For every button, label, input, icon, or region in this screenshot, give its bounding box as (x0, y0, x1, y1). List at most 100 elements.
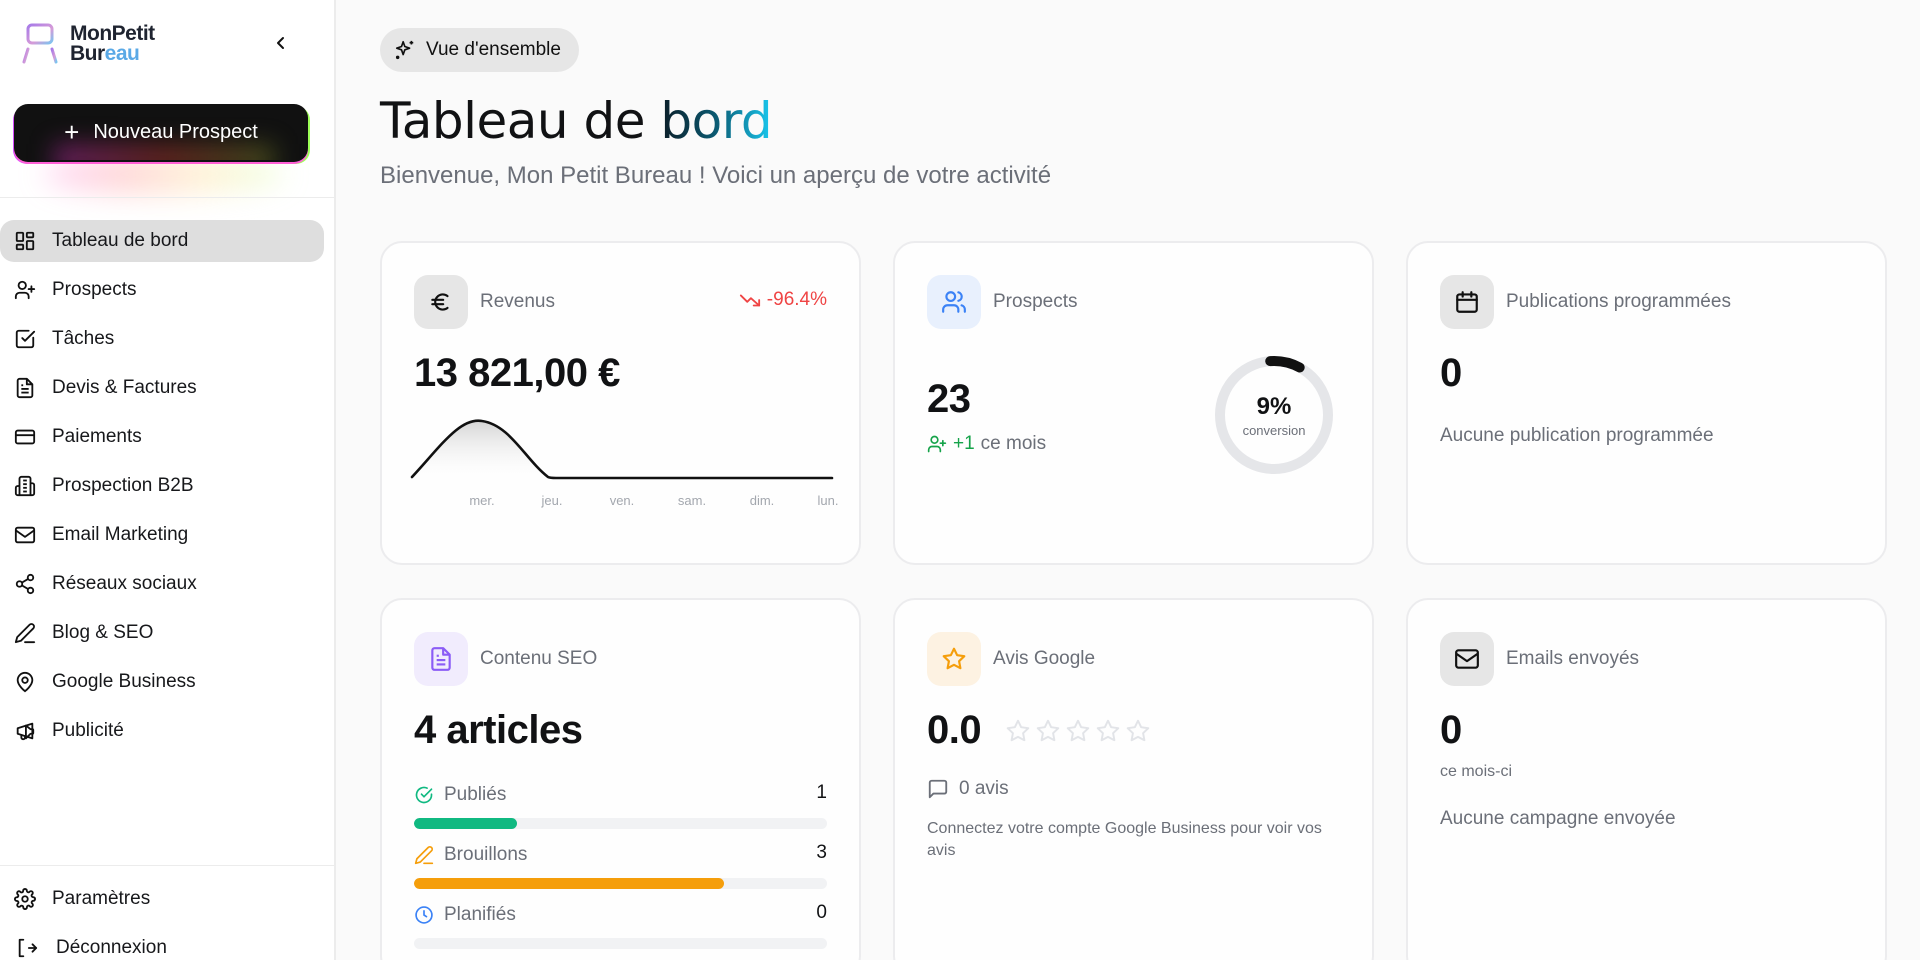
page-subtitle: Bienvenue, Mon Petit Bureau ! Voici un a… (380, 162, 1052, 189)
brand-name: MonPetit Bureau (70, 22, 155, 65)
pen-icon (414, 846, 434, 865)
revenue-sparkline-chart[interactable]: mer. jeu. ven. sam. dim. lun. (410, 419, 840, 519)
connect-note: Connectez votre compte Google Business p… (927, 820, 1322, 859)
sidebar-item-advertising[interactable]: Publicité (0, 710, 324, 752)
delta-value: +1 (953, 433, 975, 454)
progress-ring-icon (1215, 356, 1333, 474)
bar-label: Publiés (414, 782, 827, 808)
empty-state-text: Aucune campagne envoyée (1440, 808, 1676, 829)
star-empty-icon (1036, 719, 1060, 742)
sidebar-bottom-divider (0, 865, 334, 866)
overview-chip-label: Vue d'ensemble (426, 39, 561, 60)
star-empty-icon (1096, 719, 1120, 742)
chart-day-label: mer. (469, 493, 494, 508)
sidebar-item-dashboard[interactable]: Tableau de bord (0, 220, 324, 262)
chart-day-label: sam. (678, 493, 706, 508)
collapse-sidebar-button[interactable] (268, 30, 294, 56)
chart-day-label: lun. (818, 493, 839, 508)
card-title: Contenu SEO (480, 648, 598, 669)
sidebar-item-prospects[interactable]: Prospects (0, 269, 324, 311)
sidebar-item-label: Déconnexion (56, 937, 167, 958)
seo-row-published: Publiés 1 (414, 782, 827, 829)
sidebar-item-blog-seo[interactable]: Blog & SEO (0, 612, 324, 654)
calendar-icon (1456, 291, 1478, 313)
sidebar-item-label: Publicité (52, 720, 124, 741)
sidebar-item-b2b-prospecting[interactable]: Prospection B2B (0, 465, 324, 507)
file-text-icon (431, 647, 451, 671)
prospects-card[interactable]: Prospects 23 +1 ce mois 9% conversion (893, 241, 1374, 565)
sidebar-item-settings[interactable]: Paramètres (0, 878, 324, 920)
brand-line2b: eau (104, 42, 140, 65)
reviews-count-row: 0 avis (927, 778, 1009, 800)
delta-suffix: ce mois (980, 433, 1047, 454)
card-title: Avis Google (993, 648, 1096, 669)
sidebar-bottom-nav: Paramètres Déconnexion (0, 878, 334, 960)
sidebar-item-email-marketing[interactable]: Email Marketing (0, 514, 324, 556)
emails-sent-card[interactable]: Emails envoyés 0 ce mois-ci Aucune campa… (1406, 598, 1887, 960)
sidebar-item-label: Blog & SEO (52, 622, 154, 643)
conversion-ring: 9% conversion (1212, 353, 1336, 477)
sidebar-item-social-networks[interactable]: Réseaux sociaux (0, 563, 324, 605)
star-empty-icon (1066, 719, 1090, 742)
sidebar-item-payments[interactable]: Paiements (0, 416, 324, 458)
page-title: Tableau de bord (380, 92, 773, 150)
brand-line1: MonPetit (70, 22, 155, 45)
seo-content-card[interactable]: Contenu SEO 4 articles Publiés 1 Brouill… (380, 598, 861, 960)
progress-fill (414, 878, 724, 889)
brand-line2a: Bur (70, 42, 105, 65)
card-header: Avis Google (927, 632, 1095, 686)
chart-day-label: jeu. (541, 493, 563, 508)
sidebar-item-label: Réseaux sociaux (52, 573, 197, 594)
card-icon-box (927, 275, 981, 329)
row-count: 3 (816, 842, 827, 863)
clock-icon (415, 906, 433, 924)
bar-label: Planifiés (414, 902, 827, 928)
sidebar-item-google-business[interactable]: Google Business (0, 661, 324, 703)
mail-icon (1455, 649, 1479, 669)
card-icon-box (1440, 275, 1494, 329)
sidebar-divider (0, 197, 334, 198)
emails-period: ce mois-ci (1440, 763, 1513, 780)
card-icon-box (927, 632, 981, 686)
sidebar-item-label: Paramètres (52, 888, 151, 909)
card-title: Emails envoyés (1506, 648, 1640, 669)
revenue-card[interactable]: Revenus -96.4% 13 821,00 € mer. jeu. ven… (380, 241, 861, 565)
sidebar-item-tasks[interactable]: Tâches (0, 318, 324, 360)
row-count: 0 (816, 902, 827, 923)
google-reviews-card[interactable]: Avis Google 0.0 0 avis Connectez votre c… (893, 598, 1374, 960)
sidebar-item-label: Paiements (52, 426, 142, 447)
pen-icon (14, 622, 36, 644)
sidebar-item-label: Devis & Factures (52, 377, 197, 398)
row-label: Publiés (444, 784, 507, 805)
page-title-accent: bord (660, 92, 773, 150)
row-label: Planifiés (444, 904, 516, 925)
star-icon (942, 647, 966, 670)
settings-icon (14, 888, 36, 910)
message-square-icon (928, 779, 948, 799)
seo-row-scheduled: Planifiés 0 (414, 902, 827, 949)
new-prospect-button[interactable]: + Nouveau Prospect (14, 104, 308, 162)
building-icon (14, 475, 36, 497)
seo-row-drafts: Brouillons 3 (414, 842, 827, 889)
prospects-value: 23 (927, 377, 971, 421)
scheduled-posts-card[interactable]: Publications programmées 0 Aucune public… (1406, 241, 1887, 565)
sidebar-item-logout[interactable]: Déconnexion (0, 927, 324, 960)
page-title-main: Tableau de (380, 92, 661, 150)
card-title: Prospects (993, 291, 1078, 312)
sidebar-nav: Tableau de bord Prospects Tâches Devis &… (0, 220, 334, 759)
file-text-icon (14, 377, 36, 399)
euro-icon (431, 293, 449, 311)
sidebar-item-label: Tableau de bord (52, 230, 189, 251)
emails-value: 0 (1440, 708, 1462, 752)
sidebar-item-label: Tâches (52, 328, 115, 349)
card-icon-box (1440, 632, 1494, 686)
megaphone-icon (14, 720, 36, 742)
mail-icon (14, 524, 36, 546)
brand-logo[interactable]: MonPetit Bureau (20, 22, 155, 66)
sidebar-item-quotes-invoices[interactable]: Devis & Factures (0, 367, 324, 409)
chart-day-label: ven. (610, 493, 635, 508)
check-square-icon (14, 328, 36, 350)
bar-label: Brouillons (414, 842, 827, 868)
publications-value: 0 (1440, 351, 1462, 395)
prospects-delta: +1 ce mois (927, 433, 1046, 455)
